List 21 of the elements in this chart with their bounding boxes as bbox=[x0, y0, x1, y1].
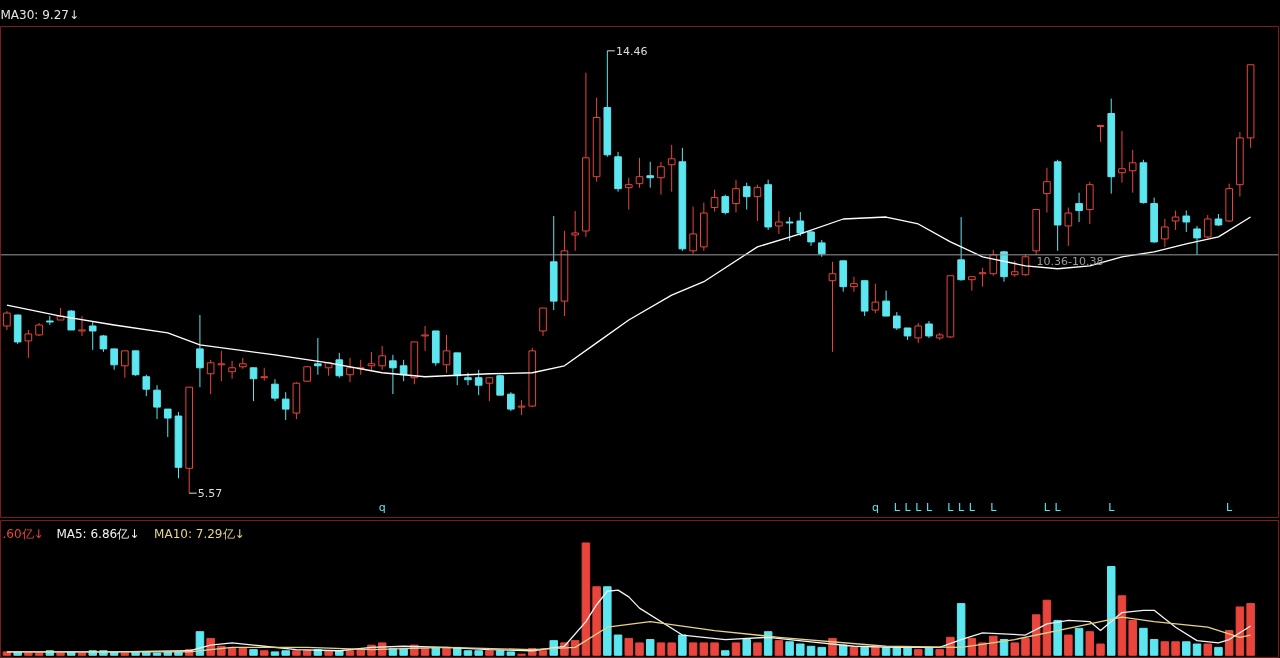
annotation: 5.57 bbox=[197, 487, 223, 501]
x-tick-label: L bbox=[990, 500, 998, 514]
annotation: 14.46 bbox=[615, 44, 648, 58]
ref-line-label: 10.36-10.38 bbox=[1036, 254, 1104, 268]
text: MA10: 7.29亿↓ bbox=[154, 526, 245, 541]
x-tick-label: L bbox=[1226, 500, 1234, 514]
x-tick-label: L bbox=[947, 500, 955, 514]
x-tick-label: L bbox=[1108, 500, 1116, 514]
text: .60亿↓ bbox=[2, 526, 44, 541]
x-tick-label: L bbox=[925, 500, 933, 514]
x-tick-label: L bbox=[904, 500, 912, 514]
x-tick-label: L bbox=[1043, 500, 1051, 514]
chart-title: MA30: 9.27↓ bbox=[0, 7, 79, 22]
x-tick-label: L bbox=[915, 500, 923, 514]
x-tick-label: L bbox=[968, 500, 976, 514]
text: MA5: 6.86亿↓ bbox=[56, 526, 140, 541]
x-tick-label: L bbox=[1054, 500, 1062, 514]
x-tick-label: L bbox=[893, 500, 901, 514]
x-tick-label: q bbox=[378, 500, 386, 514]
x-tick-label: L bbox=[958, 500, 966, 514]
x-tick-label: q bbox=[871, 500, 879, 514]
